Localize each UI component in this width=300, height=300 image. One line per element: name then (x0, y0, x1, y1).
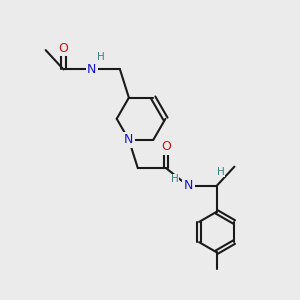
Text: N: N (124, 134, 134, 146)
Text: O: O (58, 41, 68, 55)
Text: H: H (97, 52, 104, 62)
Text: H: H (171, 174, 179, 184)
Text: O: O (161, 140, 171, 153)
Text: N: N (87, 63, 96, 76)
Text: N: N (184, 179, 193, 193)
Text: H: H (217, 167, 225, 177)
